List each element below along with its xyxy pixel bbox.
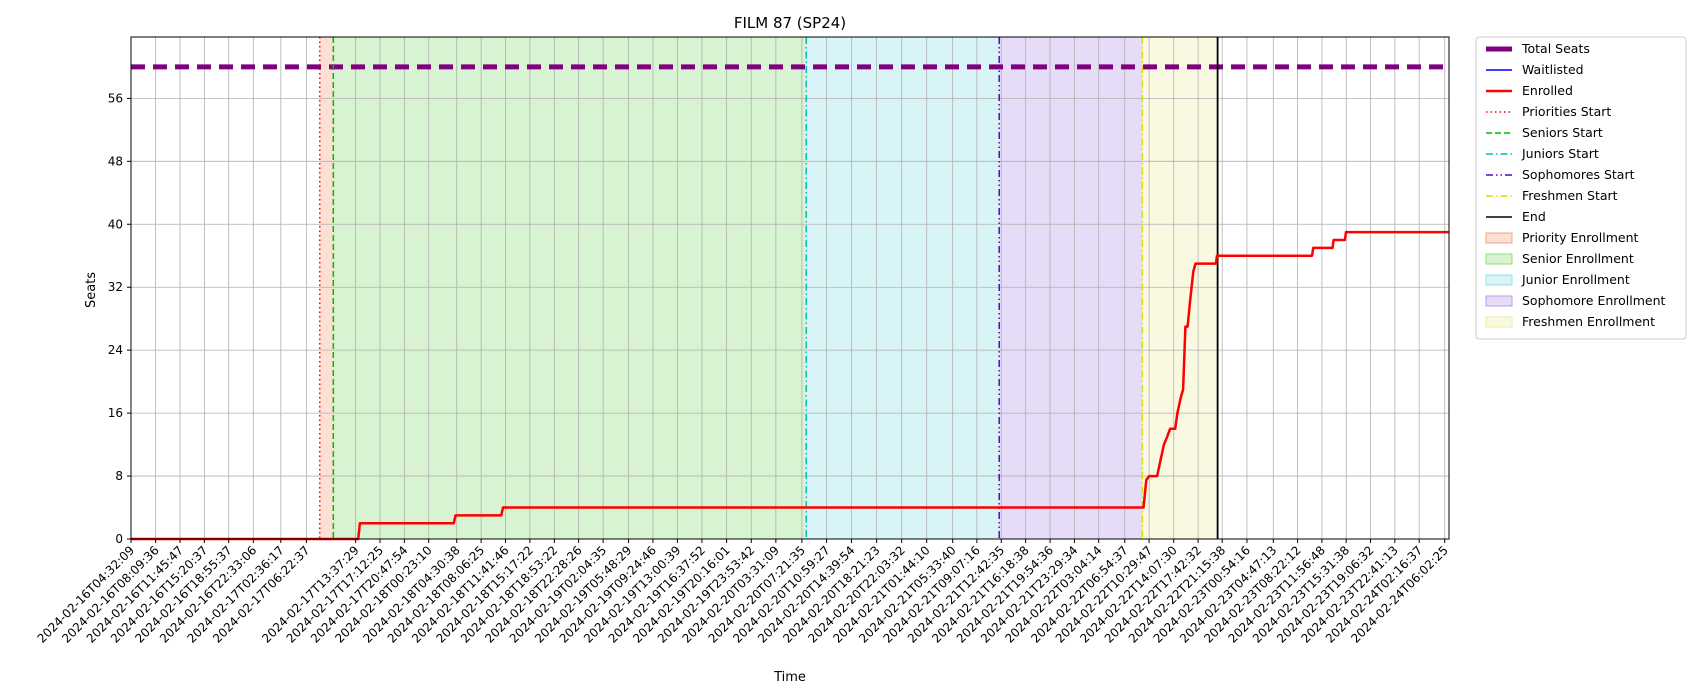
legend-swatch: [1485, 295, 1513, 307]
y-tick-label: 24: [108, 343, 123, 357]
legend-item: Juniors Start: [1486, 146, 1599, 161]
legend-swatch: [1485, 253, 1513, 265]
legend-item: End: [1486, 209, 1546, 224]
legend-label: Enrolled: [1522, 83, 1573, 98]
legend-swatch: [1485, 232, 1513, 244]
chart-title: FILM 87 (SP24): [734, 14, 846, 32]
legend-item: Total Seats: [1486, 41, 1590, 56]
y-tick-label: 0: [115, 532, 123, 546]
y-tick-label: 40: [108, 217, 123, 231]
legend-item: Enrolled: [1486, 83, 1573, 98]
legend-label: Sophomores Start: [1522, 167, 1635, 182]
plot-area: 081624324048562024-02-16T04:32:092024-02…: [35, 36, 1451, 646]
y-tick-label: 32: [108, 280, 123, 294]
y-tick-label: 48: [108, 154, 123, 168]
legend-label: Seniors Start: [1522, 125, 1603, 140]
y-axis-label: Seats: [84, 272, 99, 308]
legend-item: Sophomore Enrollment: [1485, 293, 1666, 308]
legend-label: Freshmen Enrollment: [1522, 314, 1655, 329]
region-senior-enrollment: [333, 37, 807, 539]
legend-item: Priority Enrollment: [1485, 230, 1639, 245]
y-tick-label: 56: [108, 91, 123, 105]
legend-label: Priority Enrollment: [1522, 230, 1639, 245]
legend-label: Total Seats: [1521, 41, 1590, 56]
x-axis-label: Time: [773, 670, 806, 685]
legend-label: Priorities Start: [1522, 104, 1611, 119]
legend-swatch: [1485, 316, 1513, 328]
legend-item: Freshmen Start: [1486, 188, 1618, 203]
plot-frame: [130, 36, 1450, 540]
legend-label: Sophomore Enrollment: [1522, 293, 1666, 308]
legend-label: Juniors Start: [1521, 146, 1599, 161]
y-tick-label: 8: [115, 469, 123, 483]
legend: Total Seats Waitlisted Enrolled Priorities …: [1475, 36, 1687, 340]
legend-item: Seniors Start: [1486, 125, 1603, 140]
y-tick-label: 16: [108, 406, 123, 420]
legend-item: Sophomores Start: [1486, 167, 1635, 182]
legend-item: Junior Enrollment: [1485, 272, 1630, 287]
legend-item: Priorities Start: [1486, 104, 1611, 119]
legend-label: Senior Enrollment: [1522, 251, 1634, 266]
legend-label: Freshmen Start: [1522, 188, 1618, 203]
region-freshmen-enrollment: [1142, 37, 1218, 539]
legend-box: [1475, 36, 1687, 340]
region-junior-enrollment: [806, 37, 1000, 539]
legend-swatch: [1485, 274, 1513, 286]
legend-label: Junior Enrollment: [1521, 272, 1630, 287]
legend-item: Freshmen Enrollment: [1485, 314, 1655, 329]
legend-label: Waitlisted: [1522, 62, 1584, 77]
region-priority-enrollment: [319, 37, 334, 539]
region-sophomore-enrollment: [999, 37, 1143, 539]
legend-label: End: [1522, 209, 1546, 224]
series-enrolled: [131, 230, 1449, 541]
legend-item: Waitlisted: [1486, 62, 1584, 77]
legend-item: Senior Enrollment: [1485, 251, 1634, 266]
